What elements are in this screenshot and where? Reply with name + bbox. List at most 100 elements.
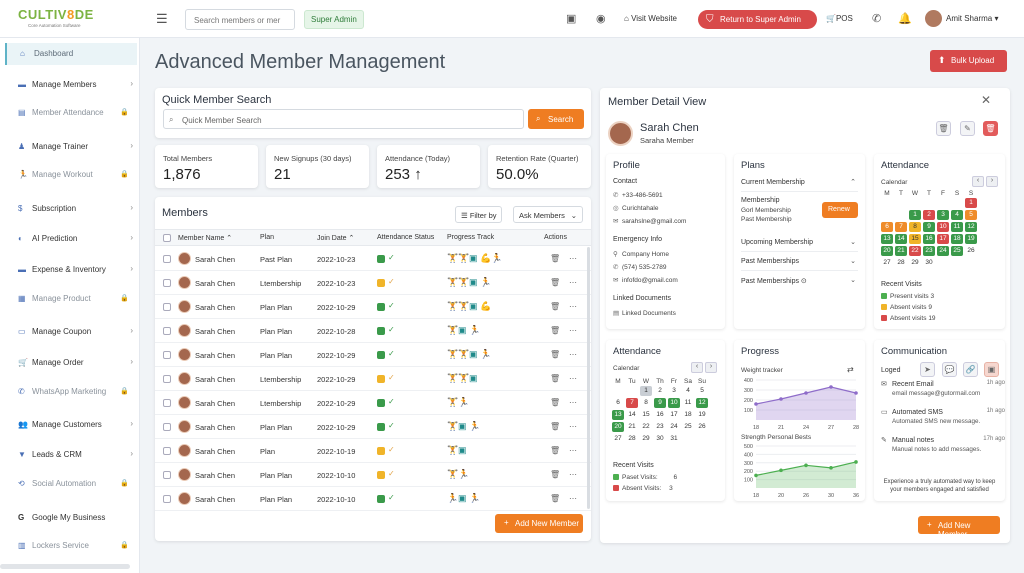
row-checkbox[interactable] <box>163 399 171 407</box>
sidebar-item-manage-coupon[interactable]: ▭ Manage Coupon › <box>5 321 137 343</box>
calendar-day[interactable]: 26 <box>967 247 975 254</box>
calendar-day[interactable]: 14 <box>895 234 907 244</box>
calendar-day[interactable] <box>682 433 694 443</box>
logo[interactable]: CULTIV8DE Core Automation Software <box>18 7 118 28</box>
calendar-day[interactable]: 28 <box>897 259 905 266</box>
calendar-day[interactable] <box>626 385 638 395</box>
sidebar-item-manage-workout[interactable]: 🏃 Manage Workout 🔒 <box>5 164 137 186</box>
calendar-day[interactable]: 11 <box>684 399 692 406</box>
member-name[interactable]: Sarah Chen <box>195 399 236 408</box>
member-name[interactable]: Sarah Chen <box>195 327 236 336</box>
calendar-day[interactable]: 15 <box>909 234 921 244</box>
calendar-day[interactable]: 17 <box>937 234 949 244</box>
calendar-day[interactable]: 2 <box>923 210 935 220</box>
member-name[interactable]: Sarah Chen <box>195 303 236 312</box>
communication-item[interactable]: ▭ Automated SMS Automated SMS new message.… <box>881 408 1005 425</box>
sidebar-item-dashboard[interactable]: ⌂ Dashboard <box>5 43 137 65</box>
more-icon[interactable]: ⋯ <box>569 446 577 455</box>
return-super-admin-button[interactable]: ⛉ Return to Super Admin <box>698 10 817 29</box>
member-name[interactable]: Sarah Chen <box>195 279 236 288</box>
calendar-day[interactable]: 3 <box>672 387 676 394</box>
sidebar-item-leads-crm[interactable]: ▼ Leads & CRM › <box>5 444 137 466</box>
bulk-upload-button[interactable]: ⬆ Bulk Upload <box>930 50 1007 72</box>
calendar-day[interactable]: 6 <box>881 222 893 232</box>
sidebar-item-lockers-service[interactable]: ▥ Lockers Service 🔒 <box>5 535 137 557</box>
calendar-day[interactable]: 23 <box>656 423 664 430</box>
linked-docs-link[interactable]: Linked Documents <box>622 310 676 317</box>
row-checkbox[interactable] <box>163 447 171 455</box>
member-name[interactable]: Sarah Chen <box>195 495 236 504</box>
calendar-day[interactable]: 6 <box>616 399 620 406</box>
calendar-day[interactable]: 15 <box>642 411 650 418</box>
more-icon[interactable]: ⋯ <box>569 494 577 503</box>
camera-icon[interactable]: ▣ <box>566 13 577 25</box>
calendar-day[interactable]: 2 <box>658 387 662 394</box>
emergency-email[interactable]: infofdo@gmail.com <box>622 277 678 284</box>
quick-search-input[interactable]: ⌕ Quick Member Search <box>163 109 524 129</box>
renew-button[interactable]: Renew <box>822 202 858 218</box>
calendar-day[interactable]: 4 <box>951 210 963 220</box>
ask-members-select[interactable]: Ask Members ⌄ <box>513 206 583 223</box>
send-icon[interactable]: ➤ <box>920 362 935 377</box>
calendar-day[interactable]: 20 <box>881 246 893 256</box>
attendance-calendar-2[interactable]: M Tu W Th Fr Sa Su 1 2 3 4 5 6 7 8 9 10 11 12 13 14 15 16 17 18 1… <box>611 378 709 445</box>
calendar-day[interactable]: 14 <box>628 411 636 418</box>
more-icon[interactable]: ⋯ <box>569 350 577 359</box>
contact-email[interactable]: sarahslne@gmail.com <box>622 218 687 225</box>
calendar-day[interactable]: 5 <box>700 387 704 394</box>
chat-icon[interactable]: 💬 <box>942 362 957 377</box>
calendar-day[interactable]: 10 <box>937 222 949 232</box>
row-checkbox[interactable] <box>163 375 171 383</box>
avatar[interactable] <box>925 10 942 27</box>
row-checkbox[interactable] <box>163 279 171 287</box>
sidebar-item-manage-order[interactable]: 🛒 Manage Order › <box>5 352 137 374</box>
row-checkbox[interactable] <box>163 351 171 359</box>
col-join-date[interactable]: Join Date ⌃ <box>317 235 355 242</box>
select-all-checkbox[interactable] <box>163 234 171 242</box>
chevron-left-icon[interactable]: ‹ <box>972 176 984 187</box>
search-button[interactable]: ⌕ Search <box>528 109 584 129</box>
row-checkbox[interactable] <box>163 303 171 311</box>
trash-icon[interactable]: 🗑 <box>550 254 561 263</box>
table-row[interactable]: Sarah Chen Plan Plan 2022-10-29 ✓ 🏋 🏋 ▣ 💪 🗑 ⋯ <box>155 295 591 319</box>
calendar-day[interactable] <box>895 197 907 207</box>
calendar-day[interactable] <box>923 197 935 207</box>
calendar-day[interactable]: 1 <box>909 210 921 220</box>
calendar-day[interactable]: 10 <box>668 398 680 408</box>
calendar-day[interactable]: 16 <box>656 411 664 418</box>
filter-button[interactable]: ☰ Filter by <box>455 206 503 223</box>
calendar-day[interactable]: 27 <box>883 259 891 266</box>
calendar-day[interactable]: 25 <box>684 423 692 430</box>
more-icon[interactable]: ⋯ <box>569 374 577 383</box>
calendar-day[interactable] <box>965 257 977 267</box>
row-checkbox[interactable] <box>163 327 171 335</box>
table-scrollbar[interactable] <box>587 247 590 509</box>
sidebar-item-whatsapp-marketing[interactable]: ✆ WhatsApp Marketing 🔒 <box>5 381 137 403</box>
swap-icon[interactable]: ⇄ <box>847 365 854 374</box>
calendar-day[interactable] <box>881 209 893 219</box>
sidebar-item-ai-prediction[interactable]: ◐ AI Prediction › <box>5 228 137 250</box>
member-name[interactable]: Sarah Chen <box>195 255 236 264</box>
past-memberships-toggle[interactable]: Past Memberships ⌄ <box>741 253 858 271</box>
past-memberships-toggle-2[interactable]: Past Memberships ⊙ ⌄ <box>741 272 858 290</box>
table-row[interactable]: Sarah Chen Past Plan 2022-10-23 ✓ 🏋 🏋 ▣ 💪 🏃 🗑 ⋯ <box>155 247 591 271</box>
camera-icon[interactable]: ▣ <box>984 362 999 377</box>
calendar-day[interactable]: 19 <box>965 234 977 244</box>
row-checkbox[interactable] <box>163 471 171 479</box>
calendar-day[interactable]: 29 <box>642 435 650 442</box>
calendar-day[interactable]: 12 <box>965 222 977 232</box>
more-icon[interactable]: ⋯ <box>569 470 577 479</box>
calendar-day[interactable]: 8 <box>909 222 921 232</box>
sidebar-item-google-my-business[interactable]: G Google My Business <box>5 507 137 529</box>
calendar-day[interactable]: 24 <box>670 423 678 430</box>
sidebar-item-subscription[interactable]: $ Subscription › <box>5 198 137 220</box>
calendar-day[interactable]: 1 <box>965 198 977 208</box>
trash-icon[interactable]: 🗑 <box>550 302 561 311</box>
col-member-name[interactable]: Member Name ⌃ <box>178 235 233 242</box>
calendar-day[interactable]: 3 <box>937 210 949 220</box>
calendar-day[interactable]: 22 <box>909 246 921 256</box>
table-row[interactable]: Sarah Chen Plan Plan 2022-10-29 ✓ 🏋 ▣ 🏃 🗑 ⋯ <box>155 415 591 439</box>
calendar-day[interactable]: 30 <box>925 259 933 266</box>
table-row[interactable]: Sarah Chen Plan Plan 2022-10-28 ✓ 🏋 ▣ 🏃 🗑 ⋯ <box>155 319 591 343</box>
calendar-day[interactable]: 18 <box>951 234 963 244</box>
